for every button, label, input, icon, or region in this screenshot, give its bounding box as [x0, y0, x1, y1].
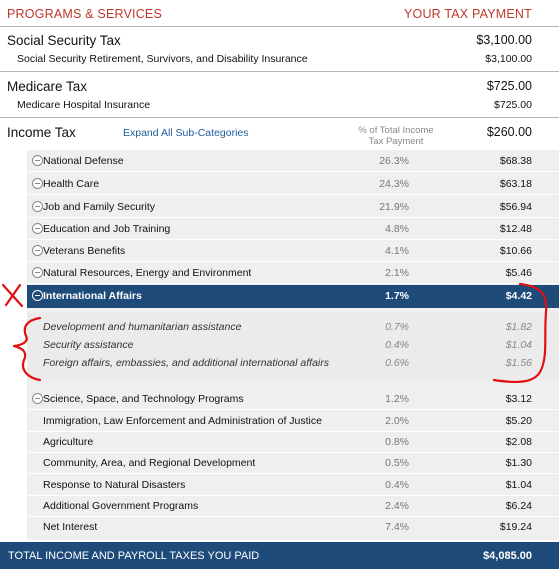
category-label: Health Care [43, 178, 100, 190]
social-security-title: Social Security Tax [7, 33, 121, 48]
category-amount: $63.18 [499, 178, 532, 190]
category-label: Agriculture [43, 436, 94, 448]
subcategory-amount: $1.82 [505, 321, 532, 333]
category-pct: 21.9% [379, 201, 409, 213]
total-footer: TOTAL INCOME AND PAYROLL TAXES YOU PAID … [0, 542, 559, 569]
category-label: Veterans Benefits [43, 245, 126, 257]
collapse-circle-icon[interactable] [32, 290, 43, 301]
subcategory-label: Security assistance [43, 339, 134, 351]
category-pct: 2.1% [385, 267, 409, 279]
category-pct: 0.5% [385, 457, 409, 469]
category-row-net-interest: Net Interest 7.4% $19.24 [27, 516, 559, 538]
expand-circle-icon[interactable] [32, 178, 43, 189]
subcategory-pct: 0.7% [385, 321, 409, 333]
medicare-sub-amount: $725.00 [494, 99, 532, 111]
divider [0, 117, 559, 118]
category-label: Additional Government Programs [43, 500, 199, 512]
category-amount: $3.12 [505, 393, 532, 405]
category-pct: 2.0% [385, 415, 409, 427]
total-amount: $4,085.00 [483, 550, 532, 562]
subcategory-label: Development and humanitarian assistance [43, 321, 242, 333]
medicare-amount: $725.00 [486, 79, 532, 93]
category-row-additional-programs: Additional Government Programs 2.4% $6.2… [27, 495, 559, 517]
expand-circle-icon[interactable] [32, 201, 43, 212]
category-label: National Defense [43, 155, 124, 167]
category-pct: 1.7% [385, 290, 409, 302]
category-label: Natural Resources, Energy and Environmen… [43, 267, 252, 279]
category-row-international-affairs[interactable]: International Affairs 1.7% $4.42 [27, 285, 559, 308]
medicare-sub-label: Medicare Hospital Insurance [17, 99, 151, 111]
category-row-agriculture: Agriculture 0.8% $2.08 [27, 431, 559, 453]
income-tax-title: Income Tax [7, 125, 76, 140]
pct-column-header-line1: % of Total Income [358, 125, 434, 136]
category-label: International Affairs [43, 290, 142, 302]
international-affairs-subcategories: Development and humanitarian assistance … [27, 313, 559, 379]
category-row-natural-resources[interactable]: Natural Resources, Energy and Environmen… [27, 262, 559, 284]
tax-payment-header-label: YOUR TAX PAYMENT [404, 7, 532, 21]
category-amount: $1.04 [505, 479, 532, 491]
category-row-job-family-security[interactable]: Job and Family Security 21.9% $56.94 [27, 196, 559, 218]
expand-all-link[interactable]: Expand All Sub-Categories [123, 127, 249, 139]
income-tax-amount: $260.00 [486, 125, 532, 139]
category-amount: $12.48 [499, 223, 532, 235]
category-row-immigration: Immigration, Law Enforcement and Adminis… [27, 410, 559, 432]
table-header: PROGRAMS & SERVICES YOUR TAX PAYMENT [0, 0, 559, 27]
subcategory-row: Security assistance 0.4% $1.04 [27, 336, 559, 354]
category-row-education[interactable]: Education and Job Training 4.8% $12.48 [27, 218, 559, 240]
subcategory-row: Foreign affairs, embassies, and addition… [27, 354, 559, 372]
category-row-science[interactable]: Science, Space, and Technology Programs … [27, 388, 559, 410]
subcategory-amount: $1.04 [505, 339, 532, 351]
category-label: Education and Job Training [43, 223, 171, 235]
expand-circle-icon[interactable] [32, 245, 43, 256]
category-amount: $19.24 [499, 521, 532, 533]
category-amount: $5.46 [505, 267, 532, 279]
social-security-sub-amount: $3,100.00 [485, 53, 532, 65]
category-pct: 1.2% [385, 393, 409, 405]
social-security-amount: $3,100.00 [476, 33, 532, 47]
expand-circle-icon[interactable] [32, 267, 43, 278]
category-pct: 4.1% [385, 245, 409, 257]
category-amount: $2.08 [505, 436, 532, 448]
category-amount: $56.94 [499, 201, 532, 213]
category-pct: 24.3% [379, 178, 409, 190]
category-row-natural-disasters: Response to Natural Disasters 0.4% $1.04 [27, 474, 559, 496]
category-label: Immigration, Law Enforcement and Adminis… [43, 415, 322, 427]
category-amount: $10.66 [499, 245, 532, 257]
category-pct: 26.3% [379, 155, 409, 167]
category-pct: 0.4% [385, 479, 409, 491]
subcategory-pct: 0.4% [385, 339, 409, 351]
category-amount: $4.42 [505, 290, 532, 302]
category-row-community: Community, Area, and Regional Developmen… [27, 452, 559, 474]
category-amount: $1.30 [505, 457, 532, 469]
category-label: Community, Area, and Regional Developmen… [43, 457, 256, 469]
category-label: Net Interest [43, 521, 98, 533]
expand-circle-icon[interactable] [32, 223, 43, 234]
medicare-title: Medicare Tax [7, 79, 88, 94]
category-pct: 4.8% [385, 223, 409, 235]
subcategory-amount: $1.56 [505, 357, 532, 369]
programs-header-label: PROGRAMS & SERVICES [7, 7, 162, 21]
divider [0, 71, 559, 72]
category-row-veterans[interactable]: Veterans Benefits 4.1% $10.66 [27, 240, 559, 262]
pct-column-header-line2: Tax Payment [368, 136, 424, 147]
category-amount: $68.38 [499, 155, 532, 167]
category-row-health-care[interactable]: Health Care 24.3% $63.18 [27, 173, 559, 195]
expand-circle-icon[interactable] [32, 393, 43, 404]
category-label: Response to Natural Disasters [43, 479, 186, 491]
category-amount: $6.24 [505, 500, 532, 512]
total-label: TOTAL INCOME AND PAYROLL TAXES YOU PAID [8, 550, 260, 562]
subcategory-row: Development and humanitarian assistance … [27, 318, 559, 336]
subcategory-pct: 0.6% [385, 357, 409, 369]
category-pct: 0.8% [385, 436, 409, 448]
social-security-sub-label: Social Security Retirement, Survivors, a… [17, 53, 308, 65]
category-label: Science, Space, and Technology Programs [43, 393, 244, 405]
pct-column-header: % of Total Income Tax Payment [340, 125, 452, 147]
category-row-national-defense[interactable]: National Defense 26.3% $68.38 [27, 150, 559, 172]
expand-circle-icon[interactable] [32, 155, 43, 166]
category-label: Job and Family Security [43, 201, 156, 213]
subcategory-label: Foreign affairs, embassies, and addition… [43, 357, 329, 369]
category-pct: 7.4% [385, 521, 409, 533]
category-pct: 2.4% [385, 500, 409, 512]
category-amount: $5.20 [505, 415, 532, 427]
